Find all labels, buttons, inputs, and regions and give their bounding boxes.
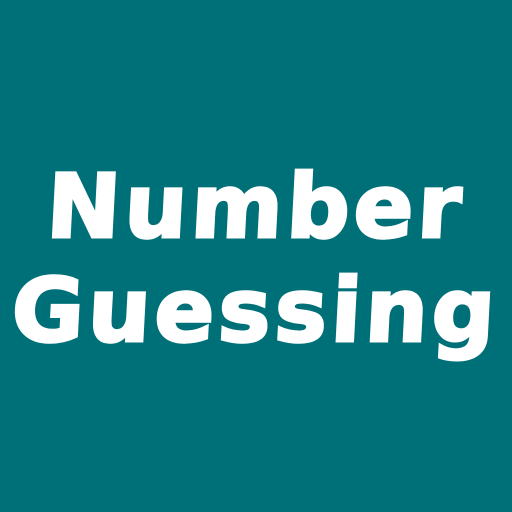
title-line-1: Number: [43, 154, 469, 260]
title-line-2: Guessing: [8, 258, 504, 364]
